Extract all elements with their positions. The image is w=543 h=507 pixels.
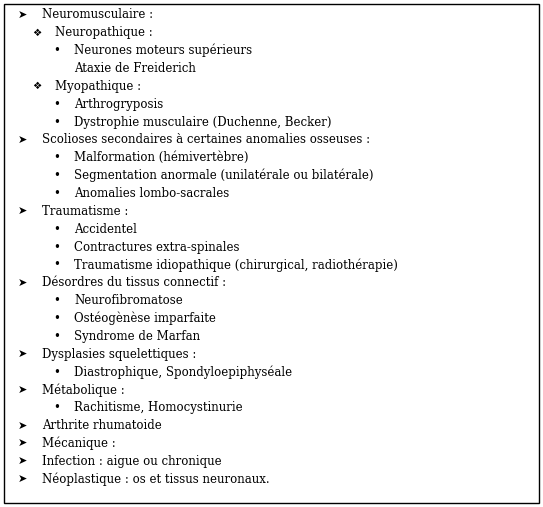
- Text: •: •: [54, 151, 60, 164]
- Text: Malformation (hémivertèbre): Malformation (hémivertèbre): [74, 151, 249, 164]
- Text: ➤: ➤: [17, 278, 27, 288]
- Text: ➤: ➤: [17, 349, 27, 359]
- Text: Ostéogènèse imparfaite: Ostéogènèse imparfaite: [74, 312, 216, 325]
- Text: ➤: ➤: [17, 421, 27, 430]
- Text: Dystrophie musculaire (Duchenne, Becker): Dystrophie musculaire (Duchenne, Becker): [74, 116, 331, 129]
- Text: ❖: ❖: [33, 28, 42, 38]
- Text: Syndrome de Marfan: Syndrome de Marfan: [74, 330, 200, 343]
- Text: Mécanique :: Mécanique :: [42, 437, 116, 450]
- Text: Métabolique :: Métabolique :: [42, 383, 125, 396]
- Text: Segmentation anormale (unilatérale ou bilatérale): Segmentation anormale (unilatérale ou bi…: [74, 169, 374, 183]
- Text: Arthrogryposis: Arthrogryposis: [74, 98, 163, 111]
- Text: Ataxie de Freiderich: Ataxie de Freiderich: [74, 62, 196, 75]
- Text: •: •: [54, 116, 60, 129]
- Text: Neuropathique :: Neuropathique :: [55, 26, 153, 40]
- Text: ➤: ➤: [17, 206, 27, 216]
- Text: Scolioses secondaires à certaines anomalies osseuses :: Scolioses secondaires à certaines anomal…: [42, 133, 370, 147]
- Text: Traumatisme :: Traumatisme :: [42, 205, 128, 218]
- Text: ➤: ➤: [17, 474, 27, 484]
- Text: ➤: ➤: [17, 385, 27, 395]
- Text: •: •: [54, 187, 60, 200]
- Text: Désordres du tissus connectif :: Désordres du tissus connectif :: [42, 276, 226, 289]
- Text: Contractures extra-spinales: Contractures extra-spinales: [74, 241, 239, 254]
- Text: •: •: [54, 169, 60, 182]
- Text: Diastrophique, Spondyloepiphyséale: Diastrophique, Spondyloepiphyséale: [74, 365, 292, 379]
- Text: Neuromusculaire :: Neuromusculaire :: [42, 9, 153, 21]
- Text: Neurones moteurs supérieurs: Neurones moteurs supérieurs: [74, 44, 252, 57]
- Text: •: •: [54, 259, 60, 271]
- Text: •: •: [54, 366, 60, 379]
- Text: •: •: [54, 312, 60, 325]
- Text: •: •: [54, 223, 60, 236]
- Text: •: •: [54, 44, 60, 57]
- Text: Dysplasies squelettiques :: Dysplasies squelettiques :: [42, 348, 197, 360]
- Text: •: •: [54, 241, 60, 254]
- Text: ❖: ❖: [33, 82, 42, 91]
- Text: Néoplastique : os et tissus neuronaux.: Néoplastique : os et tissus neuronaux.: [42, 473, 270, 486]
- Text: Arthrite rhumatoide: Arthrite rhumatoide: [42, 419, 162, 432]
- Text: Traumatisme idiopathique (chirurgical, radiothérapie): Traumatisme idiopathique (chirurgical, r…: [74, 258, 398, 272]
- Text: Rachitisme, Homocystinurie: Rachitisme, Homocystinurie: [74, 401, 243, 414]
- Text: Accidentel: Accidentel: [74, 223, 137, 236]
- Text: •: •: [54, 401, 60, 414]
- Text: ➤: ➤: [17, 10, 27, 20]
- Text: ➤: ➤: [17, 456, 27, 466]
- Text: •: •: [54, 294, 60, 307]
- Text: ➤: ➤: [17, 439, 27, 449]
- Text: Infection : aigue ou chronique: Infection : aigue ou chronique: [42, 455, 222, 468]
- Text: Neurofibromatose: Neurofibromatose: [74, 294, 183, 307]
- Text: •: •: [54, 330, 60, 343]
- Text: ➤: ➤: [17, 135, 27, 145]
- Text: Myopathique :: Myopathique :: [55, 80, 141, 93]
- Text: Anomalies lombo-sacrales: Anomalies lombo-sacrales: [74, 187, 229, 200]
- Text: •: •: [54, 98, 60, 111]
